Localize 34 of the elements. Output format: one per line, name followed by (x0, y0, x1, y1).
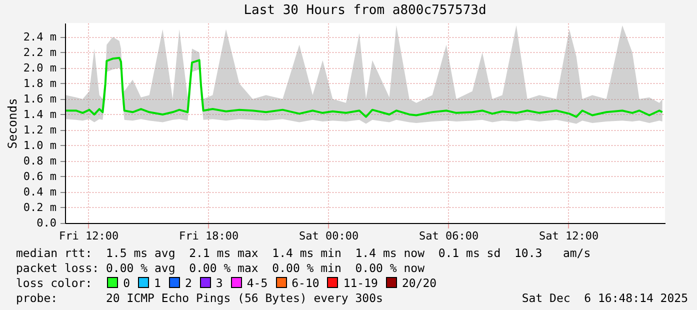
y-tick-label: 0.0 (36, 216, 56, 230)
text: packet loss: 0.00 % avg 0.00 % max 0.00 % min 0.00 % now (16, 261, 424, 275)
text: probe: 20 ICMP Echo Pings (56 Bytes) every 300s (16, 291, 383, 305)
y-tick-label: 2.4 m (23, 30, 57, 44)
text: loss color: (16, 276, 94, 290)
y-tick-label: 0.6 m (23, 170, 57, 183)
y-axis-title: Seconds (5, 98, 20, 149)
text: 2 (184, 276, 192, 290)
text: 0 (123, 276, 130, 290)
x-tick-label: Sat 00:00 (299, 230, 359, 242)
y-tick-label: 1.0 m (23, 138, 57, 152)
text: 11-19 (343, 276, 378, 290)
y-tick-label: 1.6 m (23, 92, 57, 106)
y-tick-label: 0.4 m (23, 185, 57, 198)
text: 3 (216, 276, 223, 290)
y-tick-label: 1.8 m (23, 76, 57, 90)
line-series (65, 56, 664, 118)
text: 20/20 (402, 276, 437, 290)
y-tick-label: 1.2 m (23, 123, 57, 136)
y-tick-label: 0.8 m (23, 154, 57, 168)
text: 4-5 (246, 276, 268, 290)
y-tick-label: 0.2 m (23, 200, 57, 214)
text: 1 (154, 276, 161, 290)
x-tick-label: Fri 12:00 (59, 230, 119, 242)
text: 6-10 (292, 276, 320, 290)
text: median rtt: 1.5 ms avg 2.1 ms max 1.4 ms min 1.4 ms now 0.1 ms sd 10.3 am/s (16, 246, 591, 260)
x-tick-label: Sat 06:00 (419, 230, 479, 242)
chart-title: Last 30 Hours from a800c757573d (244, 3, 486, 18)
x-tick-label: Fri 18:00 (179, 230, 239, 242)
y-tick-label: 1.4 m (23, 108, 57, 121)
x-tick-label: Sat 12:00 (539, 230, 599, 242)
y-tick-label: 2.2 m (23, 46, 57, 59)
y-tick-label: 2.0 m (23, 61, 57, 74)
text: Sat Dec 6 16:48:14 2025 (522, 291, 688, 306)
